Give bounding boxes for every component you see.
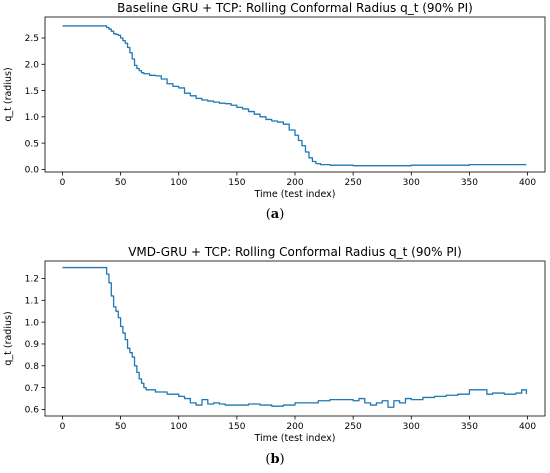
- x-tick-label: 100: [170, 422, 187, 432]
- y-tick-label: 0.7: [25, 384, 39, 394]
- subfigure-label-a: (a): [265, 207, 285, 222]
- x-tick-label: 50: [115, 422, 127, 432]
- x-tick-label: 350: [461, 178, 478, 188]
- y-tick-label: 0.0: [25, 166, 40, 176]
- x-tick-label: 400: [519, 178, 536, 188]
- x-tick-label: 300: [403, 178, 420, 188]
- y-tick-label: 0.5: [25, 139, 39, 149]
- x-tick-label: 0: [60, 422, 66, 432]
- x-tick-label: 250: [345, 178, 362, 188]
- subfigure-label-b: (b): [265, 452, 285, 467]
- y-tick-label: 1.5: [25, 87, 39, 97]
- y-tick-label: 2.5: [25, 34, 39, 44]
- y-tick-label: 1.2: [25, 275, 39, 285]
- x-axis-label: Time (test index): [254, 433, 336, 444]
- x-tick-label: 150: [228, 422, 245, 432]
- x-tick-label: 200: [286, 422, 303, 432]
- series-line: [62, 266, 528, 408]
- y-tick-label: 1.0: [25, 318, 40, 328]
- plot-frame: [44, 16, 546, 173]
- chart-a: Baseline GRU + TCP: Rolling Conformal Ra…: [3, 1, 546, 200]
- chart-b: VMD-GRU + TCP: Rolling Conformal Radius …: [3, 245, 546, 444]
- x-tick-label: 200: [286, 178, 303, 188]
- x-tick-label: 0: [60, 178, 66, 188]
- x-tick-label: 150: [228, 178, 245, 188]
- y-axis-label: q_t (radius): [3, 67, 14, 121]
- y-tick-label: 0.8: [25, 362, 40, 372]
- x-tick-label: 100: [170, 178, 187, 188]
- y-tick-label: 1.1: [25, 296, 39, 306]
- x-tick-label: 400: [519, 422, 536, 432]
- series-line: [62, 25, 527, 167]
- x-tick-label: 350: [461, 422, 478, 432]
- chart-title: VMD-GRU + TCP: Rolling Conformal Radius …: [128, 245, 462, 259]
- x-axis-label: Time (test index): [254, 189, 336, 200]
- chart-title: Baseline GRU + TCP: Rolling Conformal Ra…: [117, 1, 473, 15]
- x-tick-label: 250: [345, 422, 362, 432]
- y-axis-label: q_t (radius): [3, 311, 14, 365]
- y-tick-label: 1.0: [25, 113, 40, 123]
- y-tick-label: 0.6: [25, 406, 40, 416]
- x-tick-label: 50: [115, 178, 127, 188]
- y-tick-label: 0.9: [25, 340, 40, 350]
- x-tick-label: 300: [403, 422, 420, 432]
- y-tick-label: 2.0: [25, 60, 40, 70]
